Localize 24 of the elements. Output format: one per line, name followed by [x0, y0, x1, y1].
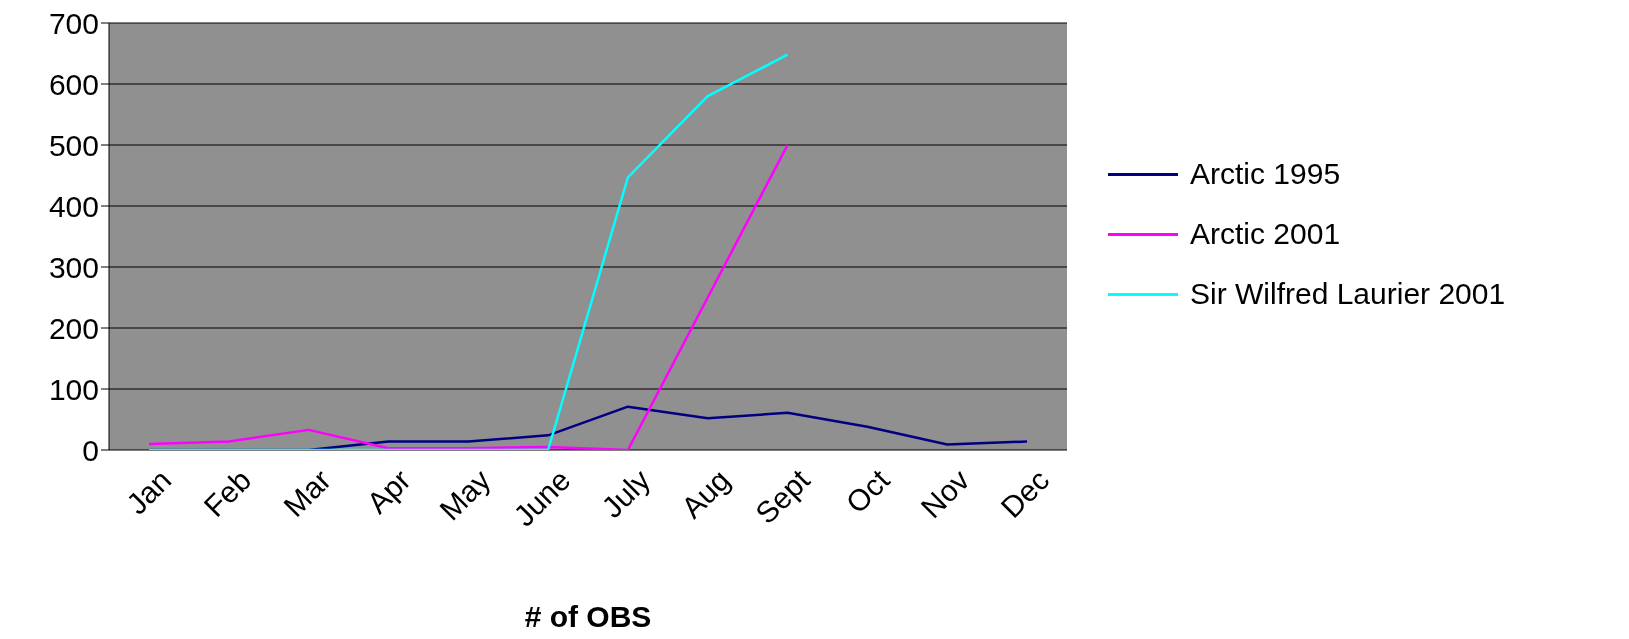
y-tick-label: 600 [48, 67, 99, 101]
line-series [147, 53, 789, 450]
y-tick-label: 200 [48, 311, 99, 345]
line-series [147, 143, 789, 450]
y-tick-label: 400 [48, 189, 99, 223]
y-tick-label: 300 [48, 250, 99, 284]
legend-label: Arctic 1995 [1190, 157, 1341, 191]
x-tick-label: Jan [119, 463, 178, 521]
x-tick-label: Nov [914, 463, 976, 525]
x-tick-label: July [595, 463, 657, 525]
y-tick-label: 500 [48, 128, 99, 162]
legend-label: Arctic 2001 [1190, 217, 1341, 251]
y-tick-label: 0 [82, 433, 99, 467]
x-tick-label: May [433, 463, 497, 527]
x-tick-label: Apr [360, 463, 417, 520]
legend-label: Sir Wilfred Laurier 2001 [1190, 277, 1506, 311]
x-tick-label: Mar [277, 463, 338, 523]
y-tick-label: 100 [48, 372, 99, 406]
x-axis-title: # of OBS [523, 600, 653, 634]
x-tick-label: Aug [675, 463, 737, 525]
x-tick-label: Oct [839, 462, 897, 520]
y-tick-label: 700 [48, 6, 99, 40]
x-tick-label: Feb [197, 463, 258, 523]
x-tick-label: Dec [994, 463, 1056, 525]
